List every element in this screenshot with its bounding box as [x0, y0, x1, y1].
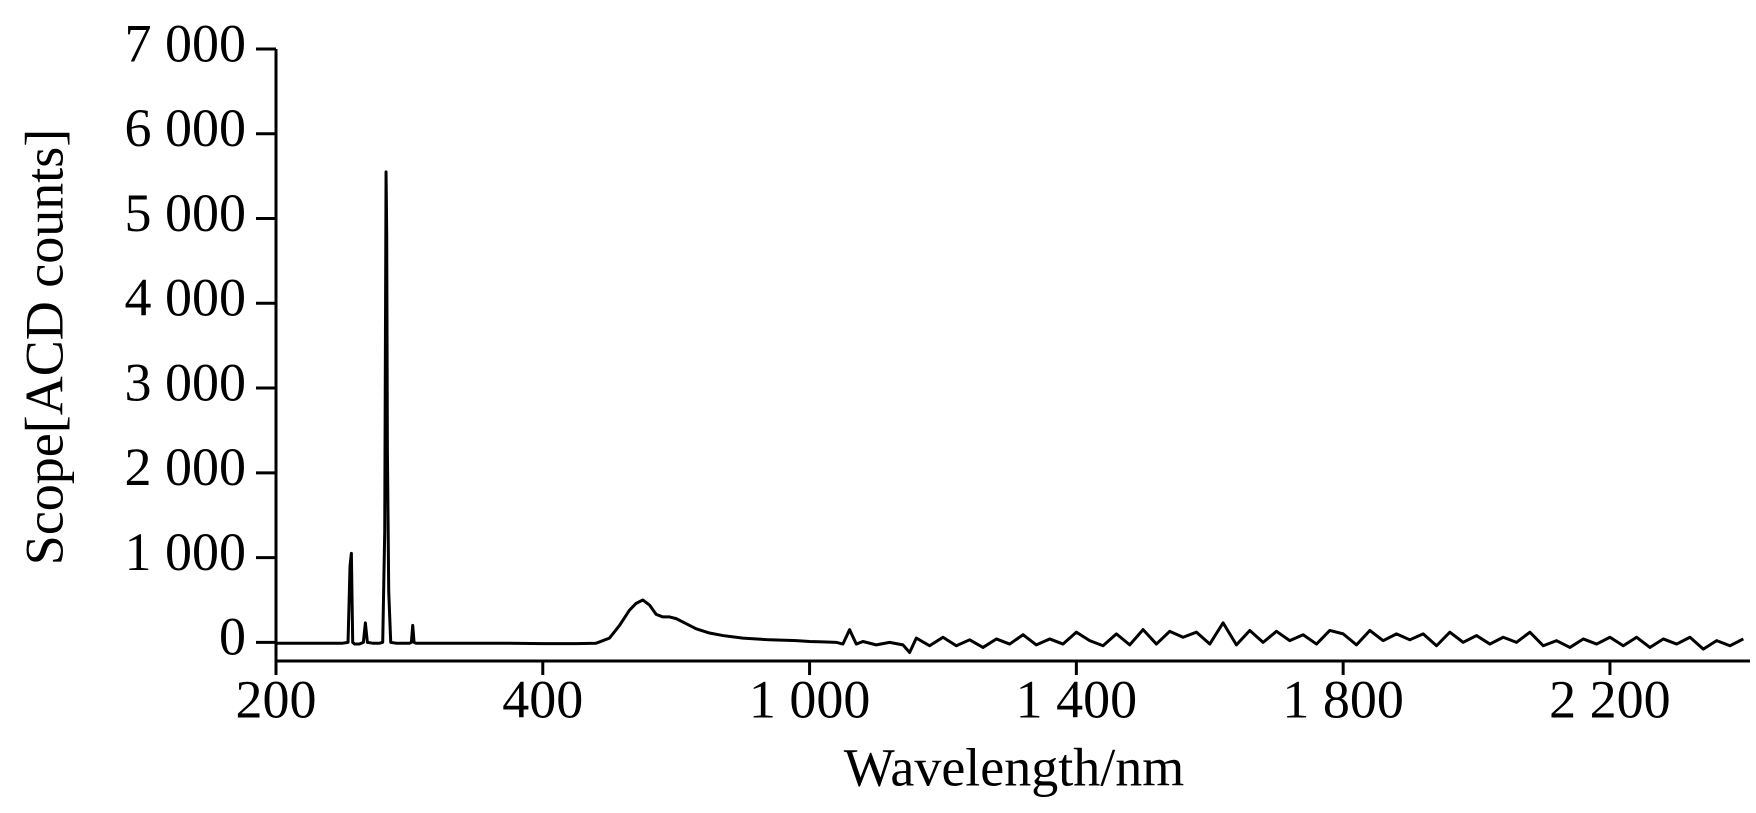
y-tick-label: 5 000 [125, 183, 247, 243]
y-tick-label: 2 000 [125, 437, 247, 497]
x-tick-label: 1 800 [1282, 669, 1404, 729]
x-tick-label: 2 200 [1549, 669, 1671, 729]
y-tick-label: 1 000 [125, 522, 247, 582]
y-tick-label: 0 [219, 607, 246, 667]
x-tick-label: 1 400 [1016, 669, 1138, 729]
x-tick-label: 400 [502, 669, 583, 729]
x-tick-label: 200 [236, 669, 317, 729]
x-tick-label: 1 000 [749, 669, 871, 729]
spectrum-line [276, 170, 1745, 655]
x-axis-label: Wavelength/nm [844, 737, 1185, 797]
y-axis-label: Scope[ACD counts] [14, 129, 74, 565]
y-tick-label: 7 000 [125, 13, 247, 73]
y-tick-label: 6 000 [125, 98, 247, 158]
y-tick-label: 3 000 [125, 352, 247, 412]
y-tick-label: 4 000 [125, 268, 247, 328]
